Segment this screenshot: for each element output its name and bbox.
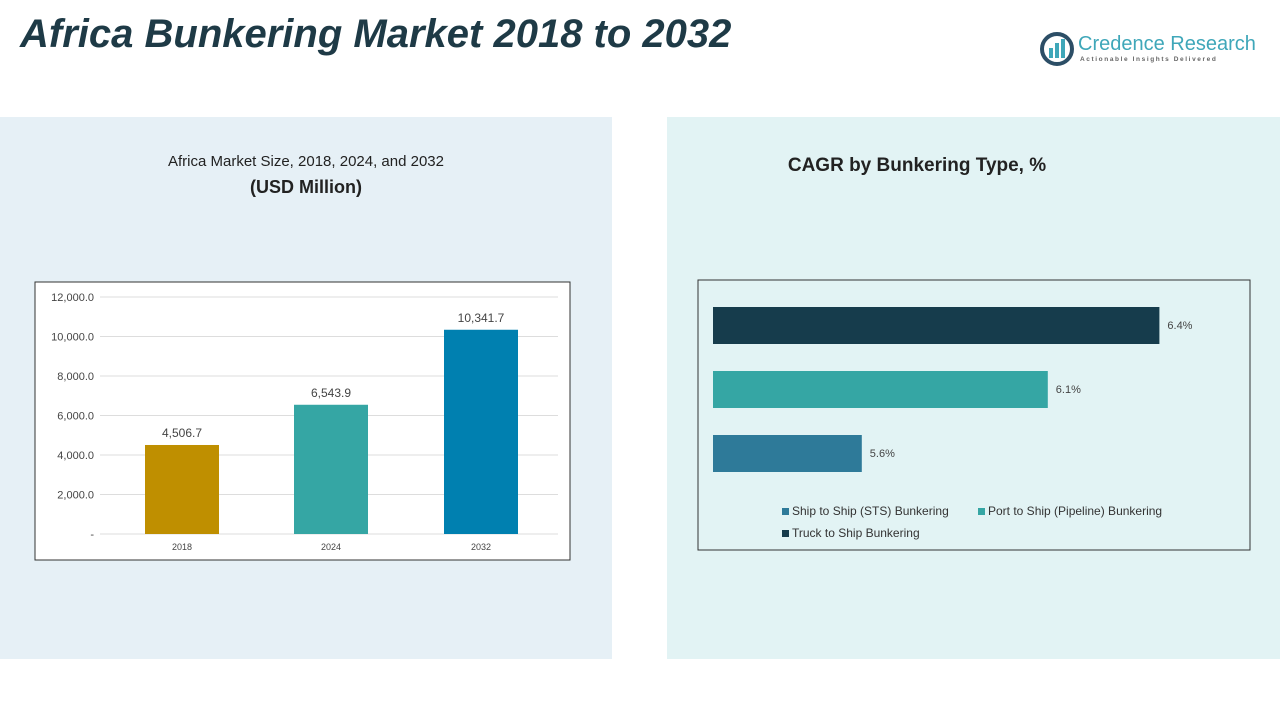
cagr-bar [713,435,862,472]
cagr-bar [713,371,1048,408]
cagr-chart-frame [697,279,1251,551]
cagr-chart-title: CAGR by Bunkering Type, % [787,155,1047,176]
legend-swatch [782,507,789,515]
x-tick-label: 2032 [471,542,491,552]
page-title: Africa Bunkering Market 2018 to 2032 [20,12,732,56]
logo-tagline: Actionable Insights Delivered [1080,56,1218,63]
y-tick-label: 12,000.0 [51,292,94,304]
y-tick-label: 2,000.0 [57,490,94,502]
logo-icon [1040,32,1074,66]
y-tick-label: 6,000.0 [57,411,94,423]
bar-chart-subtitle: (USD Million) [250,177,362,197]
data-label: 4,506.7 [162,426,202,440]
cagr-data-label: 6.4% [1167,320,1192,332]
bar-2018 [145,444,219,534]
x-tick-label: 2018 [172,542,192,552]
logo-name: Credence Research [1078,33,1256,55]
bar-2032 [444,329,518,534]
data-label: 6,543.9 [311,386,351,400]
legend-swatch [782,529,789,537]
legend-label: Ship to Ship (STS) Bunkering [792,504,949,518]
bar-2024 [294,404,368,534]
legend-label: Port to Ship (Pipeline) Bunkering [988,504,1163,518]
cagr-bar [713,307,1160,344]
y-tick-label: 10,000.0 [51,332,94,344]
cagr-data-label: 5.6% [870,448,895,460]
logo: Credence Research Actionable Insights De… [1040,30,1260,70]
bar-chart-title: Africa Market Size, 2018, 2024, and 2032 [167,153,444,170]
x-tick-label: 2024 [321,542,341,552]
cagr-data-label: 6.1% [1056,384,1081,396]
y-tick-label: 8,000.0 [57,371,94,383]
legend-label: Truck to Ship Bunkering [792,526,920,540]
legend-item-truck: Truck to Ship Bunkering [782,526,920,540]
y-tick-label: 4,000.0 [57,450,94,462]
legend-swatch [978,507,985,515]
legend-item-pipeline: Port to Ship (Pipeline) Bunkering [978,504,1162,518]
y-tick-label: - [90,529,94,541]
legend-item-sts: Ship to Ship (STS) Bunkering [782,504,949,518]
data-label: 10,341.7 [458,311,505,325]
